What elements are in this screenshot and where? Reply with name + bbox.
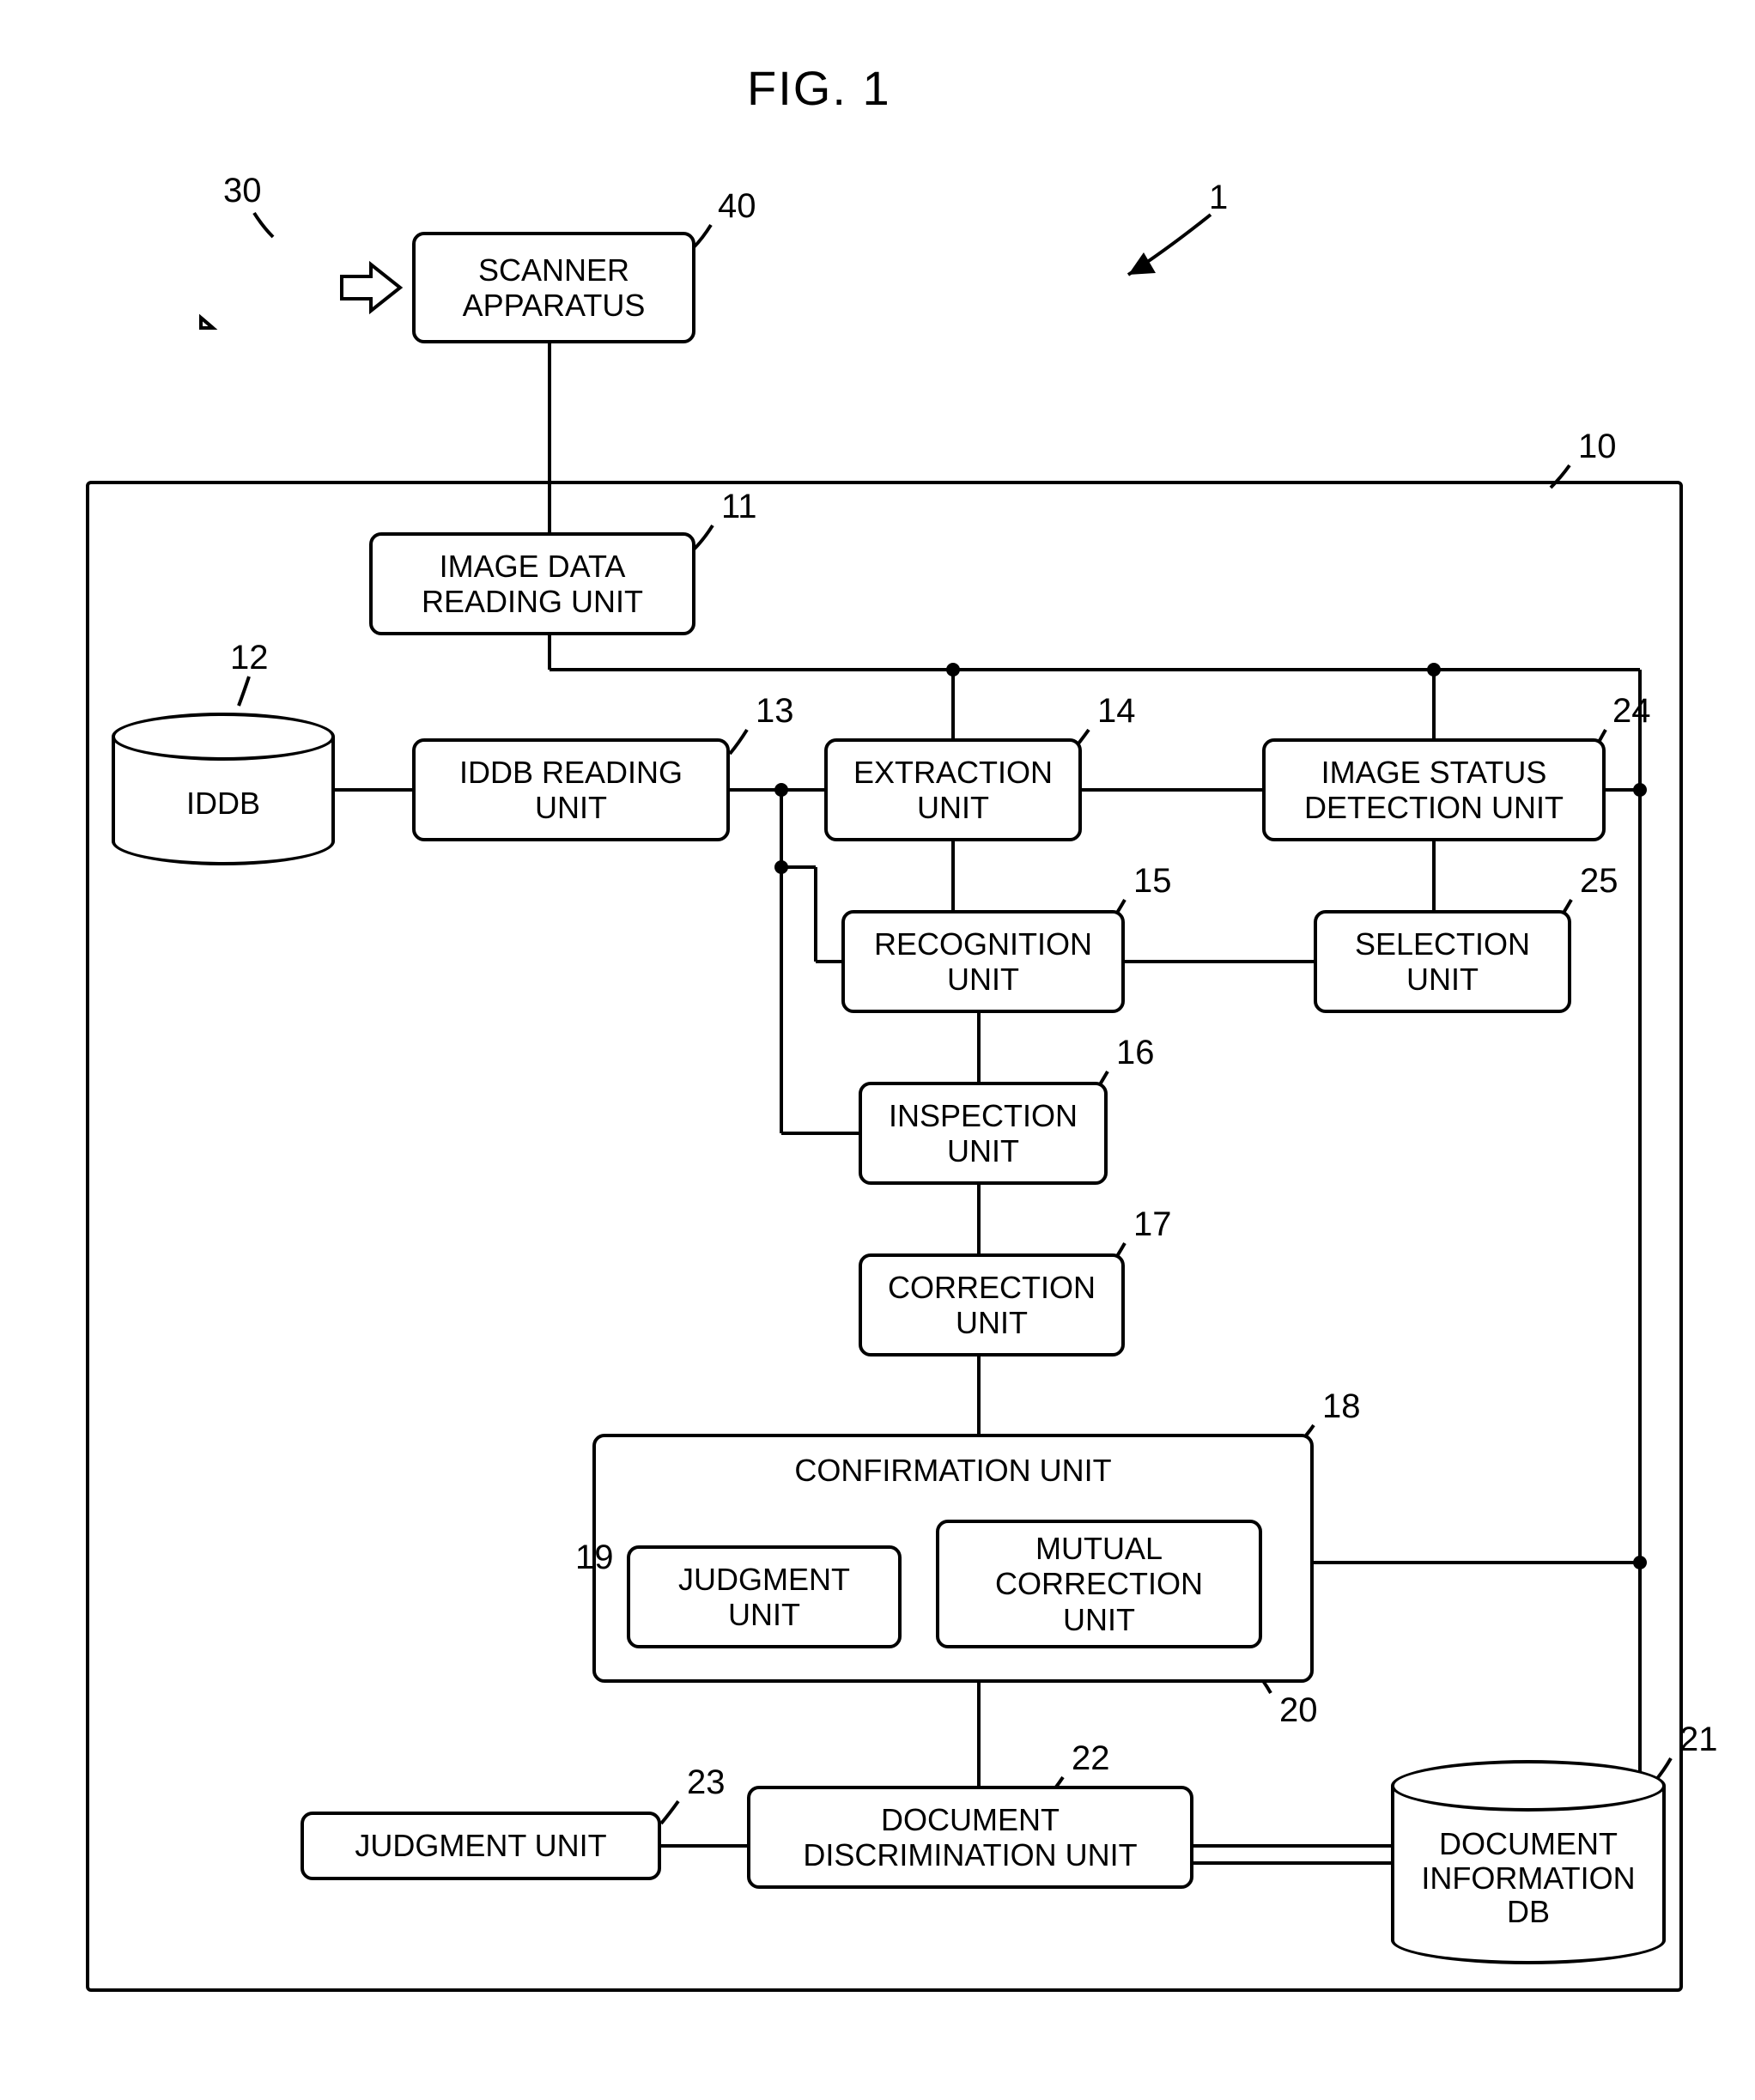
- ref-14: 14: [1097, 692, 1136, 731]
- scanner-apparatus-box: SCANNER APPARATUS: [412, 232, 695, 343]
- inspection-unit-box: INSPECTION UNIT: [859, 1082, 1108, 1185]
- recognition-unit-box: RECOGNITION UNIT: [841, 910, 1125, 1013]
- judgment-unit-outer-box: JUDGMENT UNIT: [301, 1812, 661, 1880]
- ref-12: 12: [230, 639, 269, 677]
- ref-30: 30: [223, 172, 262, 210]
- iddb-label: IDDB: [112, 786, 335, 821]
- ref-25: 25: [1580, 862, 1618, 901]
- ref-22: 22: [1072, 1739, 1110, 1778]
- document-discrimination-unit-box: DOCUMENT DISCRIMINATION UNIT: [747, 1786, 1193, 1889]
- ref-20: 20: [1279, 1691, 1318, 1730]
- system-pointer-arrow: [1128, 215, 1211, 275]
- figure-title: FIG. 1: [747, 60, 891, 116]
- document-info-db-cylinder: DOCUMENT INFORMATION DB: [1391, 1760, 1666, 1975]
- correction-unit-box: CORRECTION UNIT: [859, 1253, 1125, 1357]
- mutual-correction-unit-box: MUTUAL CORRECTION UNIT: [936, 1520, 1262, 1648]
- extraction-unit-box: EXTRACTION UNIT: [824, 738, 1082, 841]
- documents-icon: [201, 239, 316, 328]
- image-data-reading-unit-box: IMAGE DATA READING UNIT: [369, 532, 695, 635]
- iddb-reading-unit-box: IDDB READING UNIT: [412, 738, 730, 841]
- diagram-canvas: FIG. 1: [0, 0, 1755, 2100]
- iddb-cylinder: IDDB: [112, 713, 335, 876]
- ref-1: 1: [1209, 179, 1228, 217]
- ref-18: 18: [1322, 1387, 1361, 1426]
- ref-21: 21: [1679, 1721, 1718, 1759]
- ref-15: 15: [1133, 862, 1172, 901]
- ref-13: 13: [756, 692, 794, 731]
- ref-16: 16: [1116, 1034, 1155, 1072]
- ref-17: 17: [1133, 1205, 1172, 1244]
- arrow-docs-to-scanner: [342, 264, 400, 311]
- ref-11: 11: [721, 488, 757, 526]
- judgment-unit-inner-box: JUDGMENT UNIT: [627, 1545, 902, 1648]
- ref-23: 23: [687, 1763, 726, 1802]
- ref-40: 40: [718, 187, 756, 226]
- image-status-detection-unit-box: IMAGE STATUS DETECTION UNIT: [1262, 738, 1606, 841]
- selection-unit-box: SELECTION UNIT: [1314, 910, 1571, 1013]
- ref-10: 10: [1578, 428, 1617, 466]
- ref-19: 19: [575, 1539, 614, 1577]
- ref-24: 24: [1612, 692, 1651, 731]
- confirmation-unit-label: CONFIRMATION UNIT: [794, 1453, 1111, 1488]
- document-info-db-label: DOCUMENT INFORMATION DB: [1391, 1827, 1666, 1929]
